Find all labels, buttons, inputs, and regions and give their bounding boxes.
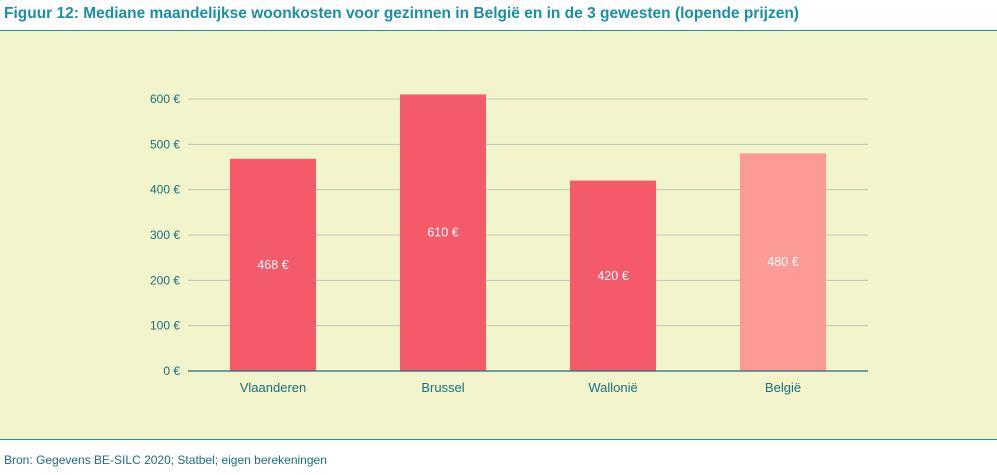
y-tick-label: 600 € bbox=[150, 92, 180, 106]
y-tick-label: 100 € bbox=[150, 319, 180, 333]
bar bbox=[740, 153, 826, 371]
y-tick-label: 400 € bbox=[150, 183, 180, 197]
x-tick-label: Wallonië bbox=[588, 380, 637, 395]
x-tick-label: België bbox=[765, 380, 801, 395]
bar-value-label: 468 € bbox=[257, 258, 288, 272]
y-tick-label: 300 € bbox=[150, 228, 180, 242]
bar bbox=[230, 158, 316, 371]
bar-value-label: 420 € bbox=[597, 269, 628, 283]
bar-chart: 0 € 100 € 200 € 300 € 400 € 500 € 600 € 468 € Vl… bbox=[150, 92, 868, 395]
source-note: Bron: Gegevens BE-SILC 2020; Statbel; ei… bbox=[4, 453, 327, 467]
y-tick-label: 500 € bbox=[150, 137, 180, 151]
figure-title: Figuur 12: Mediane maandelijkse woonkost… bbox=[4, 5, 799, 22]
y-tick-label: 0 € bbox=[163, 364, 180, 378]
bar-value-label: 610 € bbox=[427, 226, 458, 240]
bar bbox=[570, 180, 656, 371]
y-tick-label: 200 € bbox=[150, 273, 180, 287]
bar-value-label: 480 € bbox=[767, 255, 798, 269]
x-tick-label: Brussel bbox=[421, 380, 464, 395]
bar bbox=[400, 94, 486, 371]
chart-panel: 0 € 100 € 200 € 300 € 400 € 500 € 600 € 468 € Vl… bbox=[0, 30, 997, 440]
x-tick-label: Vlaanderen bbox=[240, 380, 307, 395]
